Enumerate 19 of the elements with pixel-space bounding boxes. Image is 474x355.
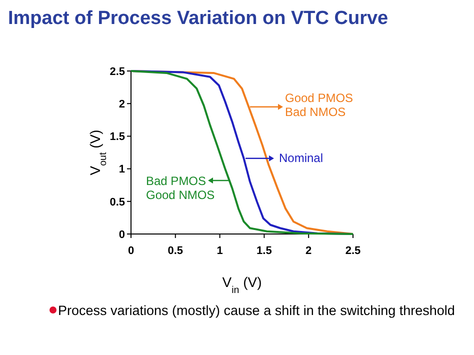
- x-tick-label: 1.5: [256, 245, 272, 257]
- chart-title: Impact of Process Variation on VTC Curve: [8, 8, 388, 29]
- y-tick-label: 2.5: [110, 66, 125, 78]
- text: Process variations (mostly) cause a shift in the switching threshold: [58, 303, 455, 318]
- y-tick-label: 1: [118, 164, 125, 176]
- y-tick-label: 0.5: [110, 196, 125, 208]
- annotation: Good PMOS Bad NMOS: [285, 91, 354, 119]
- x-tick-label: 2.5: [345, 245, 361, 257]
- y-tick-label: 2: [118, 98, 125, 110]
- y-tick-label: 0: [118, 228, 125, 241]
- x-axis-title: V$_{in}$ (V): [222, 274, 262, 296]
- x-tick-label: 0.5: [168, 245, 184, 257]
- x-tick-label: 2: [306, 245, 312, 257]
- line-series: [130, 70, 354, 235]
- x-tick-label: 0: [128, 245, 134, 257]
- y-tick-label: 1.5: [110, 131, 125, 144]
- annotation: Nominal: [279, 151, 324, 165]
- annotation: Bad PMOS Good NMOS: [146, 174, 215, 202]
- x-tick-label: 1: [216, 245, 223, 257]
